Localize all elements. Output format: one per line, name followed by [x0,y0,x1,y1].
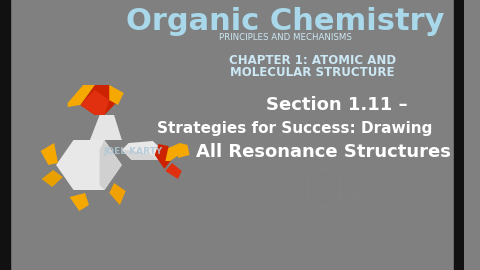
Text: MOLECULAR STRUCTURE: MOLECULAR STRUCTURE [230,66,395,79]
Polygon shape [109,85,124,105]
Text: Section 1.11 –: Section 1.11 – [265,96,408,114]
Polygon shape [122,141,162,160]
Polygon shape [99,140,122,190]
Text: All Resonance Structures: All Resonance Structures [196,143,451,161]
Text: JOEL KARTY: JOEL KARTY [104,147,163,157]
Polygon shape [155,144,172,169]
Text: O: O [372,191,377,197]
Polygon shape [178,143,190,158]
Text: PRINCIPLES AND MECHANISMS: PRINCIPLES AND MECHANISMS [219,32,352,42]
Bar [0,0,10,270]
Polygon shape [80,85,119,115]
Text: OH: OH [337,155,348,161]
Polygon shape [70,193,89,211]
Text: Strategies for Success: Drawing: Strategies for Success: Drawing [157,122,432,137]
Polygon shape [122,150,157,160]
Text: O: O [309,151,314,157]
Text: CHAPTER 1: ATOMIC AND: CHAPTER 1: ATOMIC AND [229,53,396,66]
Polygon shape [68,85,95,107]
Polygon shape [41,143,58,165]
Polygon shape [109,183,126,205]
Polygon shape [42,170,63,187]
Polygon shape [165,163,182,179]
Polygon shape [56,140,122,190]
Polygon shape [90,115,122,140]
Polygon shape [165,143,182,161]
Bar [455,0,464,270]
Text: O: O [347,206,352,212]
Text: Organic Chemistry: Organic Chemistry [126,8,444,36]
Polygon shape [80,90,109,115]
